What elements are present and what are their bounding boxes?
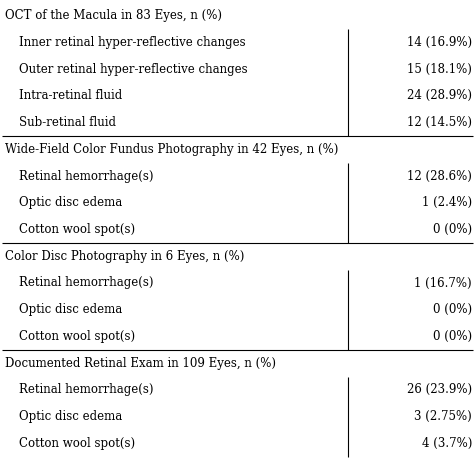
Text: 0 (0%): 0 (0%): [433, 303, 472, 316]
Text: Retinal hemorrhage(s): Retinal hemorrhage(s): [19, 276, 154, 290]
Text: Sub-retinal fluid: Sub-retinal fluid: [19, 116, 116, 129]
Text: 15 (18.1%): 15 (18.1%): [407, 62, 472, 76]
Text: 24 (28.9%): 24 (28.9%): [407, 90, 472, 102]
Text: Inner retinal hyper-reflective changes: Inner retinal hyper-reflective changes: [19, 36, 246, 49]
Text: Cotton wool spot(s): Cotton wool spot(s): [19, 223, 135, 236]
Text: Color Disc Photography in 6 Eyes, n (%): Color Disc Photography in 6 Eyes, n (%): [5, 250, 244, 263]
Text: Optic disc edema: Optic disc edema: [19, 410, 122, 423]
Text: Documented Retinal Exam in 109 Eyes, n (%): Documented Retinal Exam in 109 Eyes, n (…: [5, 357, 276, 369]
Text: Retinal hemorrhage(s): Retinal hemorrhage(s): [19, 383, 154, 397]
Text: 3 (2.75%): 3 (2.75%): [414, 410, 472, 423]
Text: Retinal hemorrhage(s): Retinal hemorrhage(s): [19, 169, 154, 183]
Text: Optic disc edema: Optic disc edema: [19, 196, 122, 209]
Text: 4 (3.7%): 4 (3.7%): [422, 437, 472, 450]
Text: 1 (16.7%): 1 (16.7%): [414, 276, 472, 290]
Text: 12 (28.6%): 12 (28.6%): [407, 169, 472, 183]
Text: 1 (2.4%): 1 (2.4%): [422, 196, 472, 209]
Text: Wide-Field Color Fundus Photography in 42 Eyes, n (%): Wide-Field Color Fundus Photography in 4…: [5, 143, 338, 156]
Text: Outer retinal hyper-reflective changes: Outer retinal hyper-reflective changes: [19, 62, 247, 76]
Text: 0 (0%): 0 (0%): [433, 330, 472, 343]
Text: OCT of the Macula in 83 Eyes, n (%): OCT of the Macula in 83 Eyes, n (%): [5, 9, 222, 22]
Text: Optic disc edema: Optic disc edema: [19, 303, 122, 316]
Text: Cotton wool spot(s): Cotton wool spot(s): [19, 437, 135, 450]
Text: 26 (23.9%): 26 (23.9%): [407, 383, 472, 397]
Text: 12 (14.5%): 12 (14.5%): [407, 116, 472, 129]
Text: 0 (0%): 0 (0%): [433, 223, 472, 236]
Text: Cotton wool spot(s): Cotton wool spot(s): [19, 330, 135, 343]
Text: Intra-retinal fluid: Intra-retinal fluid: [19, 90, 122, 102]
Text: 14 (16.9%): 14 (16.9%): [407, 36, 472, 49]
